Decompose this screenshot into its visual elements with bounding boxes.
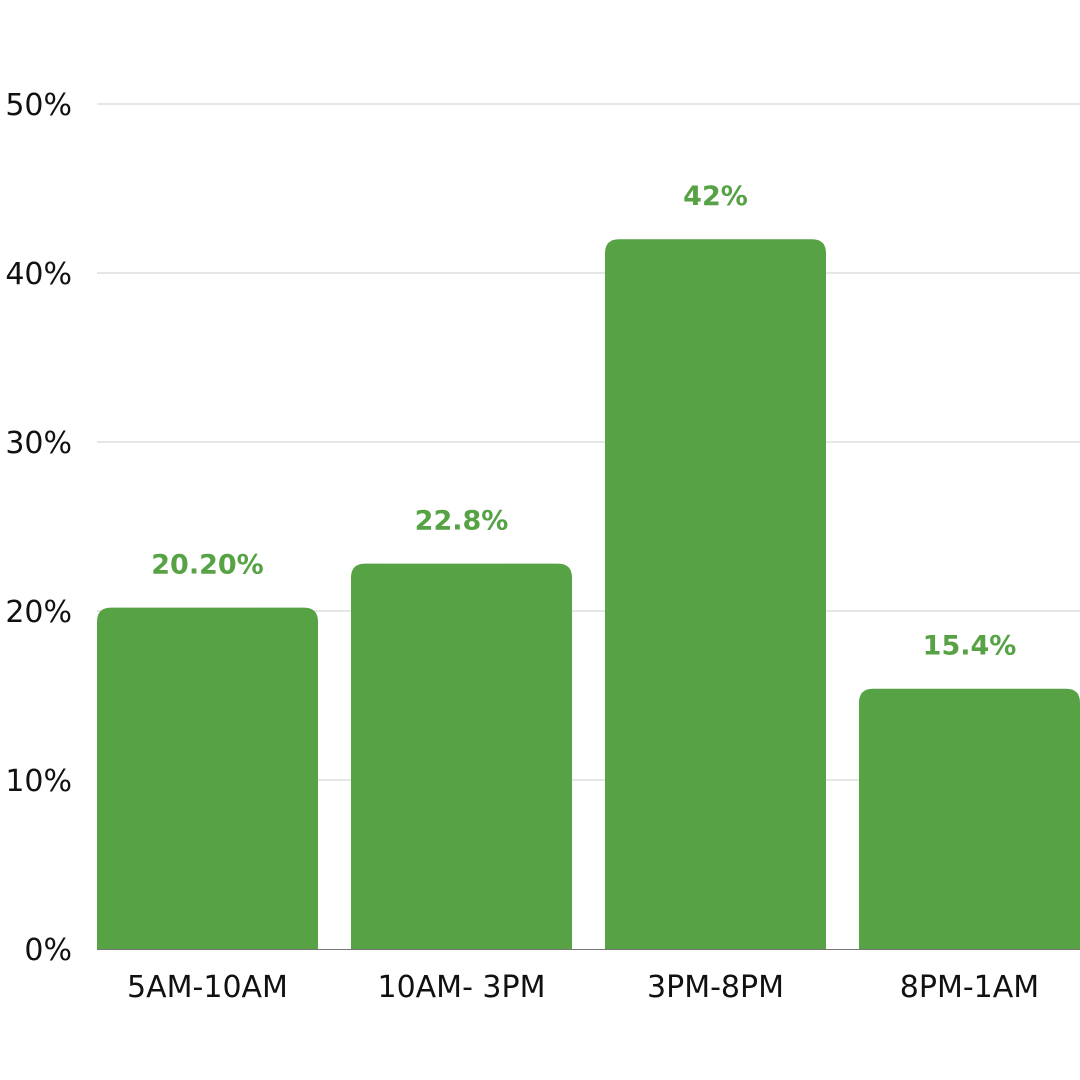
y-tick-label: 10% — [5, 764, 72, 799]
y-tick-label: 30% — [5, 426, 72, 461]
y-axis-ticks: 0% 10% 20% 30% 40% 50% — [5, 88, 72, 968]
data-label: 15.4% — [923, 631, 1017, 662]
x-category-label: 3PM-8PM — [647, 970, 784, 1005]
x-category-label: 8PM-1AM — [900, 970, 1039, 1005]
data-labels: 20.20% 22.8% 42% 15.4% — [151, 181, 1016, 662]
y-tick-label: 0% — [24, 933, 72, 968]
bar-2 — [351, 563, 572, 949]
y-tick-label: 20% — [5, 595, 72, 630]
data-label: 22.8% — [415, 506, 509, 537]
y-tick-label: 40% — [5, 257, 72, 292]
data-label: 42% — [683, 181, 748, 212]
bar-1 — [97, 607, 318, 949]
bar-3 — [605, 239, 826, 949]
bars — [97, 239, 1080, 949]
x-category-label: 10AM- 3PM — [377, 970, 545, 1005]
x-axis-categories: 5AM-10AM 10AM- 3PM 3PM-8PM 8PM-1AM — [127, 970, 1039, 1005]
data-label: 20.20% — [151, 550, 263, 581]
y-tick-label: 50% — [5, 88, 72, 123]
x-category-label: 5AM-10AM — [127, 970, 288, 1005]
bar-4 — [859, 688, 1080, 949]
